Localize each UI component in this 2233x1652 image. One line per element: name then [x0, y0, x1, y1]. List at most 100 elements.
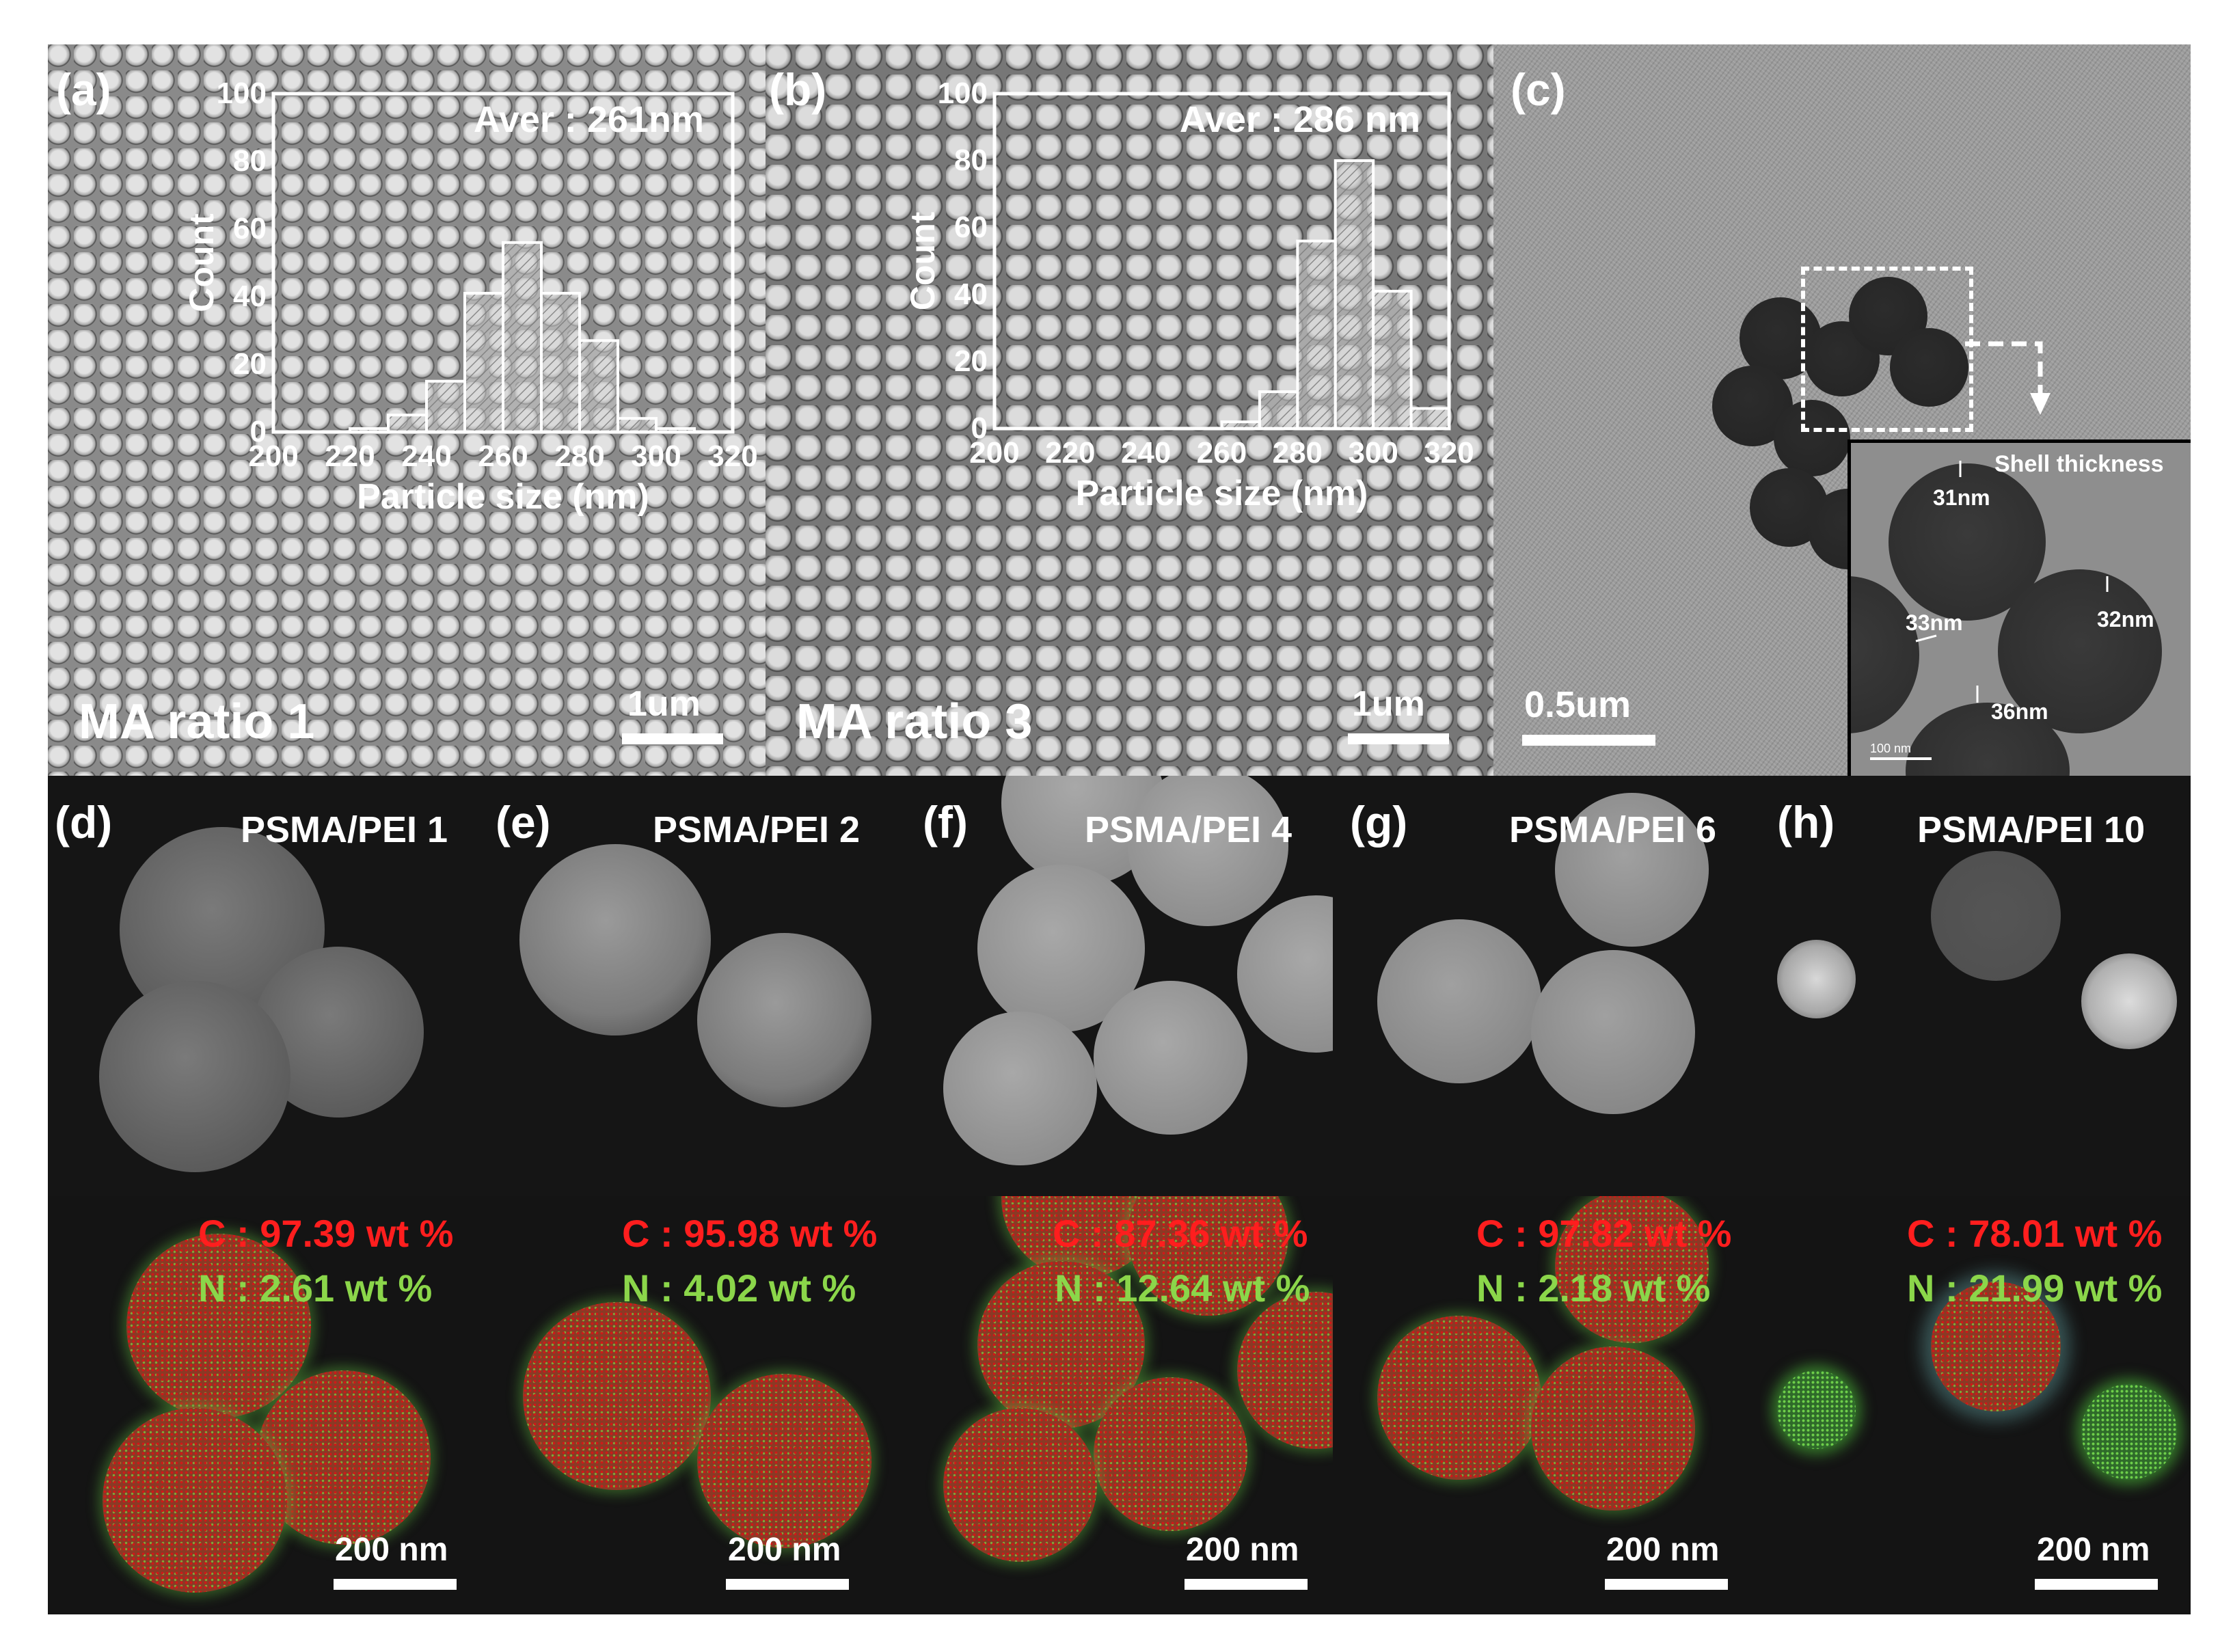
particle-eds	[1377, 1316, 1541, 1480]
panel-d-label: (d)	[55, 797, 113, 848]
nitrogen-wt-label: N : 21.99 wt %	[1907, 1267, 2163, 1310]
shell-thickness-inset: Shell thickness 31nm 33nm 32nm 36nm 100 …	[1848, 439, 2191, 776]
nitrogen-wt-label: N : 2.61 wt %	[198, 1267, 433, 1310]
x-tick-label: 300	[1348, 436, 1398, 470]
particle-eds	[1531, 1346, 1695, 1511]
y-tick-label: 100	[938, 77, 988, 110]
y-tick-label: 40	[954, 277, 988, 311]
x-tick-label: 200	[248, 439, 298, 473]
particle	[99, 981, 290, 1172]
histogram-bar	[1409, 407, 1450, 430]
particle	[1931, 851, 2061, 981]
particle-eds-nitrogen	[2081, 1384, 2177, 1480]
inset-particle	[1889, 463, 2046, 621]
scale-label: 200 nm	[728, 1532, 841, 1568]
panel-b-label: (b)	[769, 64, 827, 115]
particle	[1555, 793, 1709, 947]
particle-eds	[1237, 1292, 1333, 1449]
panel-d-eds-map: C : 97.39 wt % N : 2.61 wt % 200 nm	[48, 1196, 478, 1614]
histogram-bar	[617, 417, 658, 434]
x-tick-label: 320	[1424, 436, 1474, 470]
particle-eds	[1094, 1377, 1247, 1531]
x-tick-label: 280	[554, 439, 604, 473]
inset-arrows	[1915, 461, 2109, 703]
particle-eds	[103, 1408, 287, 1593]
scale-bar	[2035, 1579, 2158, 1590]
panel-e-label: (e)	[496, 797, 551, 848]
panel-b-sem-image: (b) MA ratio 3 1um 0 20 40 60 80 100 200 220 240…	[766, 44, 1493, 776]
particle	[1237, 895, 1333, 1053]
panel-f-eds-map: C : 87.36 wt % N : 12.64 wt % 200 nm	[906, 1196, 1333, 1614]
x-tick-label: 280	[1273, 436, 1323, 470]
particle	[519, 844, 711, 1035]
zoom-region-box	[1801, 267, 1973, 432]
inset-measure-3: 32nm	[2097, 607, 2154, 632]
inset-measure-1: 31nm	[1933, 485, 1990, 510]
y-tick-label: 40	[233, 280, 267, 313]
histogram-b: 0 20 40 60 80 100 200 220 240 260 280 300 320 Count Pa…	[904, 77, 1474, 513]
scale-bar	[1185, 1579, 1308, 1590]
particle	[1531, 950, 1695, 1114]
scale-bar	[334, 1579, 457, 1590]
y-tick-label: 60	[233, 212, 267, 245]
panel-g-stem-image: (g) PSMA/PEI 6	[1333, 776, 1760, 1196]
tem-particle	[1774, 400, 1850, 476]
inset-title: Shell thickness	[1994, 451, 2164, 477]
histogram-bar	[387, 414, 428, 433]
panel-c-label: (c)	[1511, 64, 1566, 115]
y-axis-label: Count	[182, 213, 221, 312]
histogram-bar	[463, 292, 504, 433]
scale-bar	[1605, 1579, 1728, 1590]
particle	[1777, 940, 1856, 1018]
histogram-bar	[502, 241, 543, 433]
inset-particle	[1998, 569, 2162, 733]
histogram-bar	[1372, 290, 1413, 430]
inset-scale-label: 100 nm	[1870, 742, 1912, 755]
panel-e-eds-map: C : 95.98 wt % N : 4.02 wt % 200 nm	[478, 1196, 906, 1614]
particle-eds	[1931, 1282, 2061, 1411]
particle-eds	[523, 1302, 711, 1490]
histogram-bar	[655, 427, 696, 433]
histogram-bar	[425, 379, 466, 433]
nitrogen-wt-label: N : 4.02 wt %	[622, 1267, 856, 1310]
panel-a-scale-label: 1um	[627, 684, 701, 724]
panel-d-stem-image: (d) PSMA/PEI 1	[48, 776, 478, 1196]
panel-g-eds-map: C : 97.82 wt % N : 2.18 wt % 200 nm	[1333, 1196, 1760, 1614]
y-tick-label: 20	[954, 344, 988, 378]
carbon-wt-label: C : 97.39 wt %	[198, 1212, 454, 1255]
panel-c-tem-image: (c) 0.5um Shell thickness 31nm 33nm 32nm…	[1493, 44, 2191, 776]
y-tick-label: 0	[971, 411, 988, 445]
panel-c-scale-bar	[1522, 735, 1655, 746]
histogram-bar	[578, 339, 619, 433]
nitrogen-wt-label: N : 2.18 wt %	[1476, 1267, 1711, 1310]
carbon-wt-label: C : 87.36 wt %	[1053, 1212, 1308, 1255]
panel-f-stem-image: (f) PSMA/PEI 4	[906, 776, 1333, 1196]
x-tick-label: 220	[1045, 436, 1095, 470]
tem-particle	[1890, 328, 1968, 407]
panel-d-sample-label: PSMA/PEI 1	[241, 809, 448, 850]
average-annotation: Aver : 261nm	[474, 99, 704, 140]
inset-measure-4: 36nm	[1991, 699, 2048, 724]
x-tick-label: 260	[478, 439, 528, 473]
y-tick-label: 80	[233, 144, 267, 178]
x-tick-label: 300	[631, 439, 681, 473]
panel-h-sample-label: PSMA/PEI 10	[1917, 809, 2146, 850]
x-tick-label: 200	[969, 436, 1019, 470]
panel-f-label: (f)	[923, 797, 968, 848]
x-tick-label: 320	[707, 439, 757, 473]
particle-eds-nitrogen	[1777, 1370, 1856, 1449]
histogram-bar	[1334, 159, 1375, 430]
particle	[1377, 919, 1541, 1083]
particle	[1128, 776, 1288, 926]
panel-a-sample-label: MA ratio 1	[79, 694, 315, 749]
histogram-bar	[540, 292, 581, 433]
y-tick-label: 0	[250, 415, 267, 448]
panel-h-label: (h)	[1777, 797, 1835, 848]
carbon-wt-label: C : 97.82 wt %	[1476, 1212, 1732, 1255]
panel-b-sample-label: MA ratio 3	[796, 694, 1033, 749]
panel-e-stem-image: (e) PSMA/PEI 2	[478, 776, 906, 1196]
panel-a-scale-bar	[622, 733, 723, 744]
y-axis-label: Count	[904, 211, 942, 310]
y-tick-label: 100	[217, 77, 267, 110]
histogram-bar	[1296, 239, 1337, 430]
